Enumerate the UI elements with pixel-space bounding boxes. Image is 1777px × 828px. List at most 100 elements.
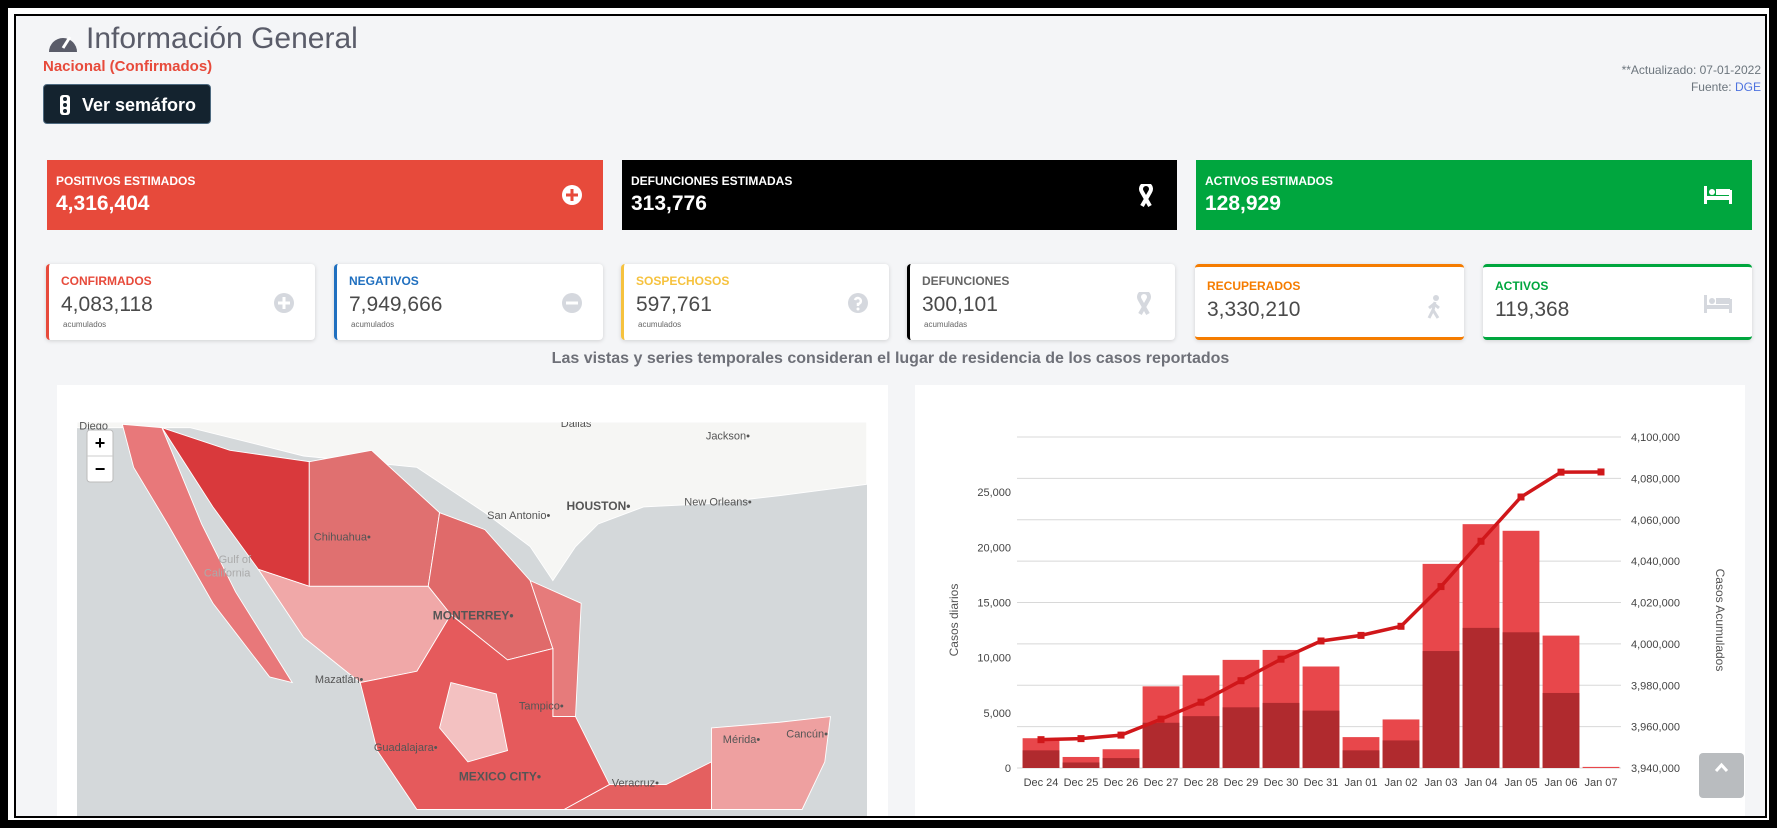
y-tick-label: 5,000 <box>983 708 1011 720</box>
minus-icon <box>562 293 582 313</box>
update-info: **Actualizado: 07-01-2022 Fuente: DGE <box>1622 62 1761 96</box>
map-label: New Orleans• <box>684 496 752 508</box>
y2-tick-label: 4,000,000 <box>1631 639 1680 651</box>
x-tick-label: Dec 30 <box>1264 777 1299 789</box>
card-note: acumulados <box>638 320 682 329</box>
traffic-icon <box>60 95 70 115</box>
map-label: Chihuahua• <box>314 531 371 543</box>
x-tick-label: Dec 27 <box>1144 777 1179 789</box>
card-label: POSITIVOS ESTIMADOS <box>56 174 196 188</box>
bar <box>1182 716 1220 768</box>
y2-tick-label: 3,940,000 <box>1631 763 1680 775</box>
y2-tick-label: 4,020,000 <box>1631 598 1680 610</box>
card-label: CONFIRMADOS <box>61 274 152 288</box>
y-tick-label: 10,000 <box>977 653 1011 665</box>
bar <box>1302 710 1340 768</box>
card-value: 4,316,404 <box>56 192 150 215</box>
card-value: 128,929 <box>1205 192 1281 215</box>
map-label: HOUSTON• <box>566 499 630 513</box>
map-label: Tampico• <box>519 700 564 712</box>
card-value: 4,083,118 <box>61 293 153 316</box>
bar <box>1222 707 1260 768</box>
card-value: 313,776 <box>631 192 707 215</box>
line-marker <box>1517 493 1525 501</box>
card-note: acumulados <box>351 320 395 329</box>
bar <box>1542 692 1580 768</box>
line-marker <box>1477 537 1485 545</box>
updated: **Actualizado: 07-01-2022 <box>1621 63 1761 77</box>
zoom-out[interactable]: − <box>95 459 106 479</box>
y2-tick-label: 4,040,000 <box>1631 556 1680 568</box>
x-tick-label: Jan 05 <box>1504 777 1537 789</box>
x-tick-label: Dec 25 <box>1064 777 1099 789</box>
source-label: Fuente: <box>1690 80 1732 94</box>
card-value: 300,101 <box>922 293 998 316</box>
chevron-icon[interactable] <box>1699 753 1744 798</box>
x-tick-label: Dec 31 <box>1304 777 1339 789</box>
subtitle: Nacional (Confirmados) <box>43 58 213 75</box>
x-tick-label: Jan 04 <box>1464 777 1497 789</box>
x-tick-label: Dec 29 <box>1224 777 1259 789</box>
map-label: Gulf of <box>219 554 252 566</box>
line-marker <box>1437 583 1445 591</box>
map-label: Jackson• <box>706 431 750 443</box>
y2-tick-label: 3,980,000 <box>1631 680 1680 692</box>
bar <box>1262 702 1300 768</box>
x-tick-label: Jan 07 <box>1584 777 1617 789</box>
region <box>711 716 831 810</box>
x-tick-label: Dec 24 <box>1024 777 1059 789</box>
ribbon-icon <box>1137 292 1151 315</box>
map-label: Mérida• <box>723 734 761 746</box>
x-tick-label: Jan 01 <box>1344 777 1377 789</box>
dashboard-icon <box>49 36 77 52</box>
bar <box>1342 750 1380 768</box>
card-value: 119,368 <box>1495 298 1570 321</box>
card-label: DEFUNCIONES <box>922 274 1010 288</box>
card-note: acumuladas <box>924 320 968 329</box>
bar <box>1142 722 1180 768</box>
bar <box>1382 740 1420 768</box>
detail-card: SOSPECHOSOS 597,761 acumulados <box>621 264 889 340</box>
line-marker <box>1237 677 1245 685</box>
y2-tick-label: 4,100,000 <box>1631 432 1680 444</box>
line-marker <box>1197 698 1205 706</box>
y2-axis-title: Casos Acumulados <box>1713 569 1727 672</box>
page: Información General Nacional (Confirmado… <box>14 14 1767 818</box>
region <box>439 682 509 763</box>
button-label[interactable]: Ver semáforo <box>82 95 197 115</box>
map[interactable]: Diego Dallas Jackson• HOUSTON• San Antonio• N… <box>77 422 867 816</box>
source-link[interactable]: DGE <box>1734 80 1761 94</box>
zoom-in[interactable]: + <box>95 433 106 453</box>
line-marker <box>1117 731 1125 739</box>
y-tick-label: 20,000 <box>977 542 1011 554</box>
map-label: San Antonio• <box>487 510 550 522</box>
detail-card: RECUPERADOS 3,330,210 <box>1195 264 1464 340</box>
bed-icon <box>1704 186 1732 204</box>
x-tick-label: Dec 28 <box>1184 777 1219 789</box>
walk-icon <box>1427 295 1440 319</box>
map-label: Dallas <box>561 422 592 430</box>
summary-card: DEFUNCIONES ESTIMADAS 313,776 <box>622 160 1177 230</box>
y2-tick-label: 3,960,000 <box>1631 722 1680 734</box>
map-label: Guadalajara• <box>374 742 438 754</box>
map-label: MEXICO CITY• <box>459 770 541 784</box>
line-marker <box>1597 468 1605 476</box>
map-label: Mazatlán• <box>315 674 364 686</box>
bar <box>1062 762 1100 768</box>
y2-tick-label: 4,080,000 <box>1631 473 1680 485</box>
card-label: RECUPERADOS <box>1207 279 1301 293</box>
bar <box>1462 627 1500 768</box>
question-icon <box>848 293 868 313</box>
bar <box>1022 750 1060 768</box>
bar <box>1102 758 1140 768</box>
card-label: SOSPECHOSOS <box>636 274 730 288</box>
map-label: Veracruz• <box>612 777 659 789</box>
scroll-top-button[interactable] <box>1699 753 1744 798</box>
semaforo-button[interactable]: Ver semáforo <box>43 84 211 124</box>
bed-icon <box>1704 295 1732 313</box>
card-value: 3,330,210 <box>1207 298 1301 321</box>
map-label: California <box>204 568 251 580</box>
line-marker <box>1277 655 1285 663</box>
map-label: MONTERREY• <box>433 609 514 623</box>
plus-icon <box>274 293 294 313</box>
